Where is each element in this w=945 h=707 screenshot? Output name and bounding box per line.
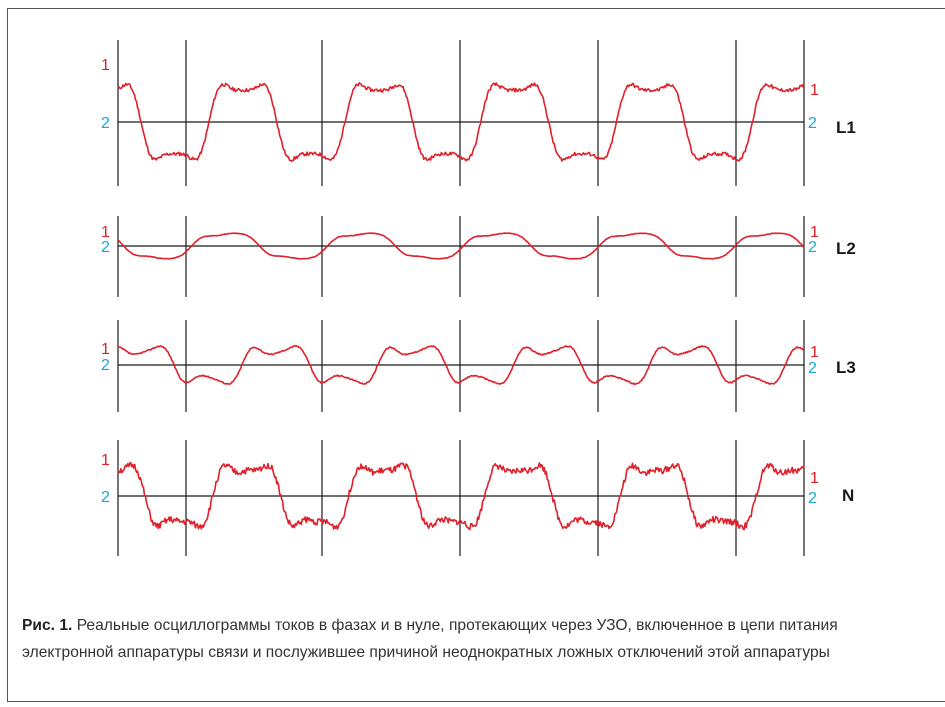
l1-marker-left-1: 1 (101, 57, 110, 74)
l3-marker-right-1: 1 (810, 344, 819, 361)
l1-marker-left-2: 2 (101, 115, 110, 132)
l3-trace (117, 345, 805, 385)
figure-caption: Рис. 1. Реальные осциллограммы токов в ф… (22, 612, 927, 666)
caption-text: Реальные осциллограммы токов в фазах и в… (22, 617, 838, 661)
l1-marker-right-2: 2 (808, 115, 817, 132)
l3-series-label: L3 (836, 358, 856, 377)
n-marker-right-1: 1 (810, 470, 819, 487)
l1-marker-right-1: 1 (810, 82, 819, 99)
l2-marker-right-2: 2 (808, 239, 817, 256)
n-marker-left-2: 2 (101, 489, 110, 506)
l3-marker-right-2: 2 (808, 360, 817, 377)
l3-marker-left-1: 1 (101, 341, 110, 358)
n-series-label: N (842, 486, 854, 505)
caption-label: Рис. 1. (22, 617, 73, 634)
n-trace (117, 461, 805, 531)
l2-marker-left-2: 2 (101, 239, 110, 256)
n-marker-right-2: 2 (808, 490, 817, 507)
l1-trace (117, 82, 805, 162)
l2-marker-right-1: 1 (810, 224, 819, 241)
l2-marker-left-1: 1 (101, 224, 110, 241)
l2-trace (117, 232, 805, 260)
figure-frame (7, 8, 945, 702)
l2-series-label: L2 (836, 239, 856, 258)
l1-series-label: L1 (836, 118, 856, 137)
n-marker-left-1: 1 (101, 452, 110, 469)
l3-marker-left-2: 2 (101, 357, 110, 374)
